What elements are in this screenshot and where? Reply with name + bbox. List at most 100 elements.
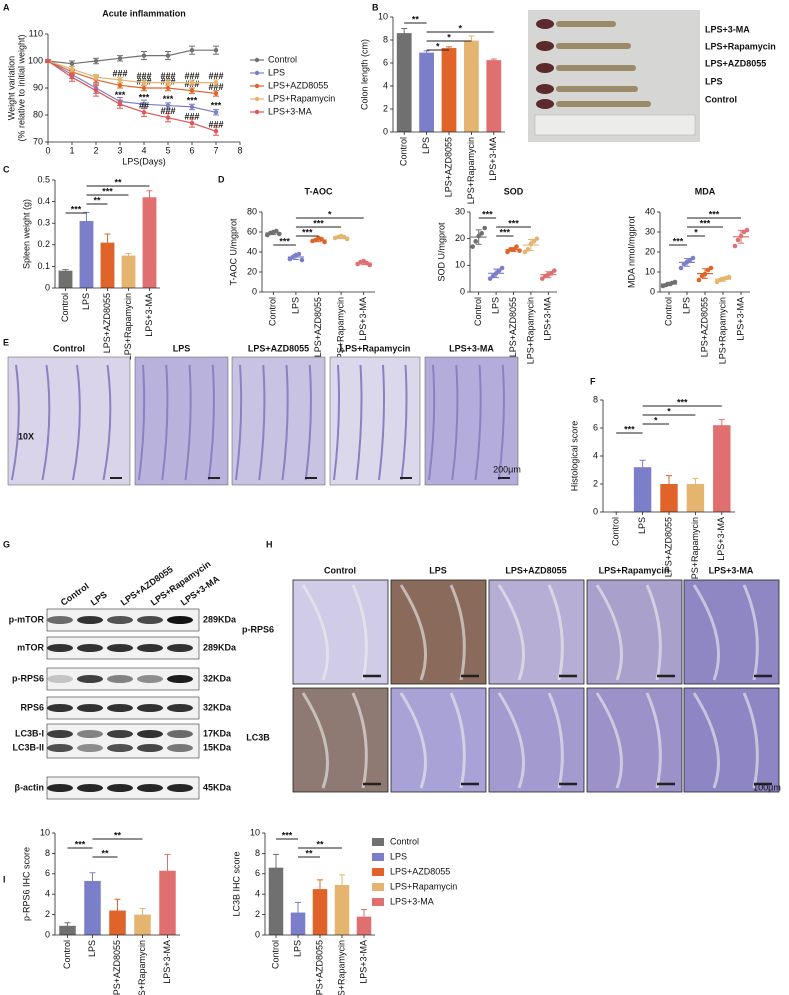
x-tick-label: Control (268, 297, 278, 326)
cecum (536, 99, 554, 109)
tissue-fold (497, 584, 564, 681)
ihc-image (390, 579, 487, 685)
blot-band (167, 784, 193, 792)
blot-band (107, 730, 133, 738)
y-tick-label: 2 (383, 103, 388, 113)
significance-label: * (436, 41, 440, 51)
blot-size: 289KDa (203, 642, 237, 652)
y-tick-label: 2 (45, 909, 50, 919)
x-tick-label: LPS (290, 297, 300, 314)
chart-title: T-AOC (305, 186, 333, 196)
ihc-image (683, 579, 780, 685)
point (93, 75, 99, 80)
point (189, 120, 195, 126)
x-tick-label: LPS+Rapamycin (690, 517, 700, 584)
column-label: Control (324, 565, 356, 575)
significance-label: *** (673, 236, 684, 246)
x-tick-label: Control (473, 297, 483, 326)
blot-band (47, 704, 73, 712)
error-bar (89, 872, 96, 890)
significance-label: *** (313, 218, 324, 228)
blot-label: LC3B-I (15, 728, 44, 738)
point (117, 102, 123, 107)
x-tick-label: LPS+3-MA (488, 137, 498, 181)
point-label: ### (136, 71, 151, 81)
point (552, 268, 557, 273)
blot-band (137, 730, 163, 738)
bar (396, 33, 412, 132)
x-tick-label: LPS (681, 297, 691, 314)
bar (686, 484, 705, 512)
column-label: Control (53, 343, 85, 353)
x-tick-label: LPS+Rapamycin (335, 297, 345, 364)
blot-band (77, 616, 103, 624)
point (744, 227, 750, 233)
significance-label: *** (102, 186, 113, 196)
significance-label: *** (75, 839, 86, 849)
point-label: ### (184, 71, 199, 81)
scale-bar-label: 200μm (493, 464, 521, 474)
point (499, 265, 505, 271)
blot-size: 32KDa (203, 673, 232, 683)
error-bar (360, 260, 367, 266)
significance-label: *** (677, 397, 688, 407)
tissue-fold (161, 364, 169, 481)
point-label: *** (139, 93, 150, 103)
error-bar (361, 909, 367, 925)
point (141, 53, 147, 58)
panel-letter: D (218, 174, 225, 184)
y-tick-label: 70 (33, 136, 43, 146)
significance-label: ** (412, 14, 420, 24)
bar (464, 40, 479, 133)
y-tick-label: 80 (247, 206, 257, 216)
legend-swatch (372, 868, 384, 876)
error-bar (702, 268, 708, 279)
x-tick-label: LPS+3-MA (543, 297, 553, 341)
series-line (47, 60, 217, 132)
bar (660, 484, 678, 512)
cecum (536, 63, 554, 73)
point-label: ### (112, 68, 127, 78)
cecum (536, 19, 554, 29)
y-axis-label: (% relative to initial weight) (16, 34, 26, 141)
x-tick-label: LPS+AZD8055 (314, 940, 324, 995)
blot-band (167, 744, 193, 752)
panel-letter: A (3, 2, 10, 12)
legend-marker (254, 109, 260, 115)
tissue-fold (301, 584, 368, 681)
x-tick-label: LPS (292, 940, 302, 957)
x-tick-label: 1 (69, 145, 74, 155)
error-bar (139, 907, 146, 922)
error-bar (510, 247, 517, 252)
chart-title: Acute inflammation (102, 8, 186, 18)
error-bar (125, 252, 132, 259)
blot-band (137, 616, 163, 624)
legend-label: LPS+AZD8055 (390, 866, 450, 876)
y-axis-label: Weight variation (6, 56, 16, 120)
blot-band (137, 675, 163, 683)
y-tick-label: 6 (593, 422, 598, 432)
point-label: *** (211, 101, 222, 111)
bar (79, 221, 94, 288)
y-axis-label: Histological score (569, 421, 579, 492)
point (690, 255, 696, 261)
blot-band (47, 730, 73, 738)
tissue-fold (235, 364, 243, 481)
error-bar (475, 229, 482, 245)
bar (334, 885, 350, 935)
error-bar (490, 58, 497, 62)
x-axis-label: LPS(Days) (122, 156, 166, 166)
point (93, 58, 99, 64)
x-tick-label: LPS+Rapamycin (137, 940, 147, 995)
x-tick-label: LPS+Rapamycin (336, 940, 346, 995)
point (735, 237, 741, 243)
x-tick-label: Control (611, 517, 621, 546)
chart-title: MDA (695, 186, 716, 196)
column-label: LPS (173, 343, 191, 353)
bar (84, 880, 101, 935)
blot-band (47, 675, 73, 683)
y-tick-label: 100 (28, 55, 43, 65)
bar (419, 52, 434, 132)
x-tick-label: Control (60, 293, 70, 322)
